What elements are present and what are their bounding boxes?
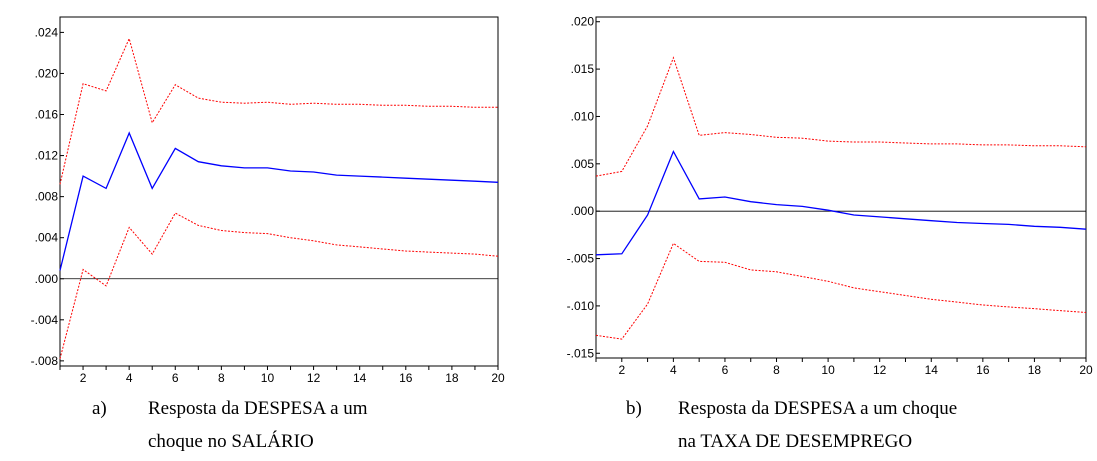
y-tick-label: .016 — [35, 108, 59, 122]
x-tick-label: 4 — [670, 363, 677, 377]
series-line-lower — [595, 242, 1087, 340]
x-tick-label: 20 — [491, 371, 505, 385]
x-tick-label: 2 — [618, 363, 625, 377]
x-tick-label: 14 — [925, 363, 939, 377]
caption-a-line2: choque no SALÁRIO — [148, 430, 314, 452]
x-tick-label: 8 — [773, 363, 780, 377]
x-tick-label: 14 — [353, 371, 367, 385]
y-tick-label: .005 — [571, 157, 595, 171]
y-tick-label: .012 — [35, 149, 59, 163]
y-tick-label: -.015 — [567, 346, 595, 360]
chart-b: .020 .015 .010 .005 .000 -.005 -.010 -.015 2 4 6 8 1… — [567, 15, 1093, 377]
y-tick-label: .000 — [571, 204, 595, 218]
caption-a: a) Resposta da DESPESA a um choque no SA… — [92, 398, 368, 452]
y-tick-label: .010 — [571, 109, 595, 123]
caption-a-letter: a) — [92, 398, 107, 419]
x-tick-label: 12 — [873, 363, 887, 377]
plot-frame — [595, 16, 1087, 359]
y-tick-label: .008 — [35, 190, 59, 204]
series-line-response — [595, 149, 1087, 256]
y-tick-label: .015 — [571, 62, 595, 76]
x-tick-label: 12 — [307, 371, 321, 385]
chart-a: .024 .020 .016 .012 .008 .004 .000 -.004 -.008 2 4… — [31, 16, 505, 385]
caption-b-line2: na TAXA DE DESEMPREGO — [678, 431, 912, 452]
x-tick-label: 10 — [821, 363, 835, 377]
y-tick-label: .024 — [35, 25, 59, 39]
x-tick-label: 6 — [172, 371, 179, 385]
y-tick-label: .004 — [35, 231, 59, 245]
series-line-upper — [595, 56, 1087, 177]
y-tick-label: .000 — [35, 272, 59, 286]
x-tick-label: 6 — [722, 363, 729, 377]
y-tick-label: .020 — [571, 15, 595, 29]
series-line-lower — [59, 212, 499, 359]
y-tick-label: -.005 — [567, 252, 595, 266]
plot-frame — [59, 16, 499, 367]
y-tick-label: -.010 — [567, 299, 595, 313]
caption-b: b) Resposta da DESPESA a um choque na TA… — [626, 398, 957, 452]
caption-b-line1: Resposta da DESPESA a um choque — [678, 398, 957, 419]
series-line-upper — [59, 37, 498, 185]
x-tick-label: 20 — [1079, 363, 1093, 377]
x-tick-label: 16 — [976, 363, 990, 377]
x-tick-label: 10 — [261, 371, 275, 385]
x-tick-label: 2 — [80, 371, 87, 385]
caption-b-letter: b) — [626, 398, 642, 419]
x-tick-label: 18 — [445, 371, 459, 385]
x-tick-label: 8 — [218, 371, 225, 385]
caption-a-line1: Resposta da DESPESA a um — [148, 398, 368, 419]
y-tick-label: -.004 — [31, 313, 59, 327]
series-line-response — [59, 131, 499, 271]
x-tick-label: 4 — [126, 371, 133, 385]
y-tick-label: .020 — [35, 66, 59, 80]
x-tick-label: 16 — [399, 371, 413, 385]
x-tick-label: 18 — [1028, 363, 1042, 377]
y-tick-label: -.008 — [31, 354, 59, 368]
